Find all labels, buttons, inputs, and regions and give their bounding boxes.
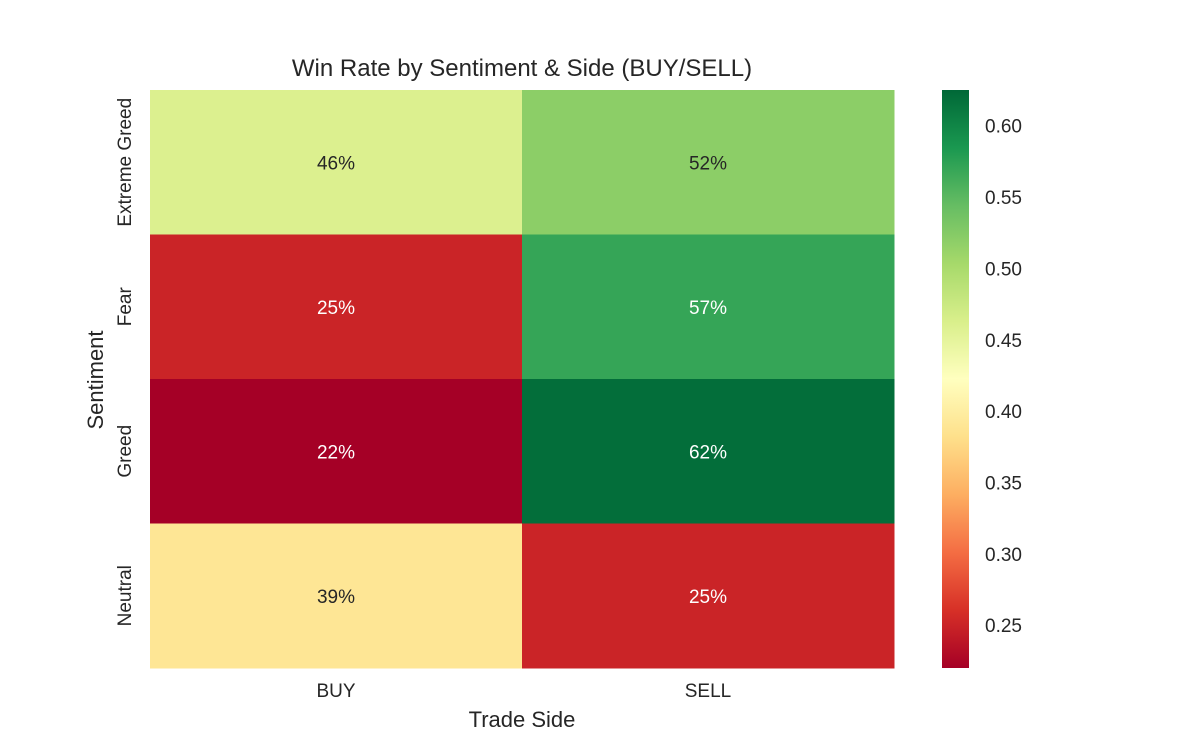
cell-label-0-1: 52% — [689, 153, 727, 174]
heatmap-cell-2-1 — [522, 379, 895, 524]
colorbar-tick-label-4: 0.45 — [985, 331, 1022, 352]
y-tick-labels: Extreme Greed Fear Greed Neutral — [115, 98, 136, 627]
cell-label-3-0: 39% — [317, 587, 355, 608]
colorbar-tick-label-2: 0.35 — [985, 473, 1022, 494]
x-tick-label-0: BUY — [316, 681, 355, 702]
colorbar-tick-label-1: 0.30 — [985, 545, 1022, 566]
colorbar: 0.25 0.30 0.35 0.40 0.45 0.50 0.55 0.60 — [942, 90, 1022, 668]
cell-label-1-1: 57% — [689, 298, 727, 319]
chart-title: Win Rate by Sentiment & Side (BUY/SELL) — [292, 55, 752, 82]
colorbar-gradient — [942, 90, 969, 668]
colorbar-tick-label-6: 0.55 — [985, 188, 1022, 209]
y-tick-label-1: Fear — [115, 287, 136, 327]
heatmap-cell-1-1 — [522, 234, 895, 380]
y-tick-label-3: Neutral — [115, 565, 136, 626]
cell-label-0-0: 46% — [317, 153, 355, 174]
heatmap-cell-0-1 — [522, 90, 895, 235]
heatmap-cells — [150, 90, 895, 669]
colorbar-tick-label-7: 0.60 — [985, 117, 1022, 138]
cell-label-1-0: 25% — [317, 298, 355, 319]
x-axis-label: Trade Side — [469, 707, 576, 732]
cell-label-2-1: 62% — [689, 442, 727, 463]
y-tick-label-0: Extreme Greed — [115, 98, 136, 227]
cell-label-2-0: 22% — [317, 442, 355, 463]
heatmap-cell-2-0 — [150, 379, 523, 524]
colorbar-tick-label-0: 0.25 — [985, 616, 1022, 637]
x-tick-label-1: SELL — [685, 681, 731, 702]
heatmap-cell-3-0 — [150, 523, 523, 669]
y-axis-label: Sentiment — [83, 330, 108, 429]
heatmap-cell-1-0 — [150, 234, 523, 380]
heatmap-cell-labels: 46% 52% 25% 57% 22% 62% 39% 25% — [317, 153, 727, 608]
colorbar-tick-label-3: 0.40 — [985, 402, 1022, 423]
heatmap-cell-3-1 — [522, 523, 895, 669]
cell-label-3-1: 25% — [689, 587, 727, 608]
colorbar-ticks: 0.25 0.30 0.35 0.40 0.45 0.50 0.55 0.60 — [985, 117, 1022, 638]
heatmap-cell-0-0 — [150, 90, 523, 235]
y-tick-label-2: Greed — [115, 425, 136, 478]
x-tick-labels: BUY SELL — [316, 681, 731, 702]
colorbar-tick-label-5: 0.50 — [985, 259, 1022, 280]
